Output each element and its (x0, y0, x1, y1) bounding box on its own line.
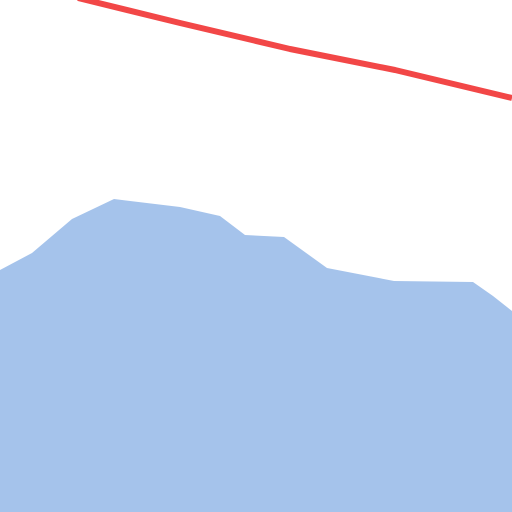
water-body (0, 199, 512, 512)
road (77, 0, 512, 101)
